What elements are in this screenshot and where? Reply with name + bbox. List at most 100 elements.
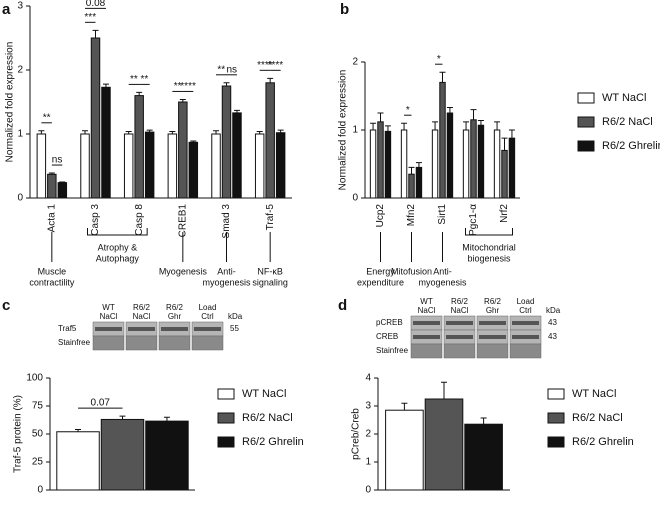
legend-label: WT NaCl (242, 388, 286, 400)
significance-label: **** (268, 60, 284, 71)
significance-label: ** (217, 64, 225, 75)
y-tick-label: 2 (365, 429, 371, 440)
bar (265, 82, 275, 199)
error-bar (377, 112, 384, 122)
blot-lane (410, 343, 443, 359)
blot-lane (158, 335, 191, 351)
blot-band (194, 327, 221, 331)
error-bar (267, 77, 274, 83)
error-bar (463, 121, 470, 130)
error-bar (446, 107, 453, 113)
bar (408, 173, 415, 199)
error-bar (508, 129, 515, 139)
legend-swatch (577, 92, 595, 104)
blot-band (446, 321, 473, 325)
legend-swatch (547, 388, 565, 400)
error-bar (179, 98, 186, 102)
bar (188, 141, 199, 199)
bar (144, 131, 155, 199)
legend-label: R6/2 Ghrelin (242, 436, 304, 448)
error-bar (401, 402, 408, 411)
error-bar (408, 166, 415, 175)
blot-band (128, 327, 155, 331)
bar (167, 133, 178, 199)
blot-kda: 43 (548, 318, 557, 327)
panel-letter: d (338, 297, 347, 314)
blot-column-label: Ghr (486, 306, 500, 315)
error-bar (415, 162, 422, 168)
legend-label: R6/2 NaCl (572, 412, 623, 424)
significance-label: ** (141, 74, 149, 85)
significance-label: * (437, 54, 441, 65)
group-label: Mitochondrial (462, 242, 516, 252)
legend-swatch (217, 436, 235, 448)
y-tick-label: 50 (32, 429, 44, 440)
error-bar (370, 122, 377, 130)
bar (232, 112, 242, 199)
error-bar (256, 130, 263, 134)
bar (47, 173, 57, 199)
blot-lane (191, 335, 224, 351)
blot-column-label: Load (517, 297, 535, 306)
error-bar (146, 129, 153, 133)
blot-unit: kDa (546, 306, 561, 315)
blot-band (512, 321, 539, 325)
blot-column-label: WT (102, 303, 115, 312)
error-bar (432, 121, 439, 130)
group-label: Mitofusion (391, 266, 432, 276)
group-label: Anti- (433, 266, 452, 276)
blot-column-label: NaCl (133, 312, 151, 321)
error-bar (59, 181, 66, 183)
legend-label: WT NaCl (602, 92, 646, 104)
significance-label: ns (226, 64, 237, 75)
y-tick-label: 0 (365, 485, 371, 496)
y-tick-label: 0 (37, 485, 43, 496)
significance-label: ** (43, 112, 51, 123)
blot-band (479, 321, 506, 325)
bar (123, 133, 134, 199)
error-bar (75, 429, 82, 432)
group-label: signaling (252, 277, 288, 287)
x-tick-label: Acta 1 (46, 204, 57, 233)
bar (369, 129, 377, 199)
y-tick-label: 1 (352, 125, 358, 136)
error-bar (480, 417, 487, 425)
y-tick-label: 2 (352, 57, 358, 68)
legend-label: R6/2 NaCl (602, 116, 653, 128)
error-bar (441, 381, 447, 399)
blot-column-label: NaCl (100, 312, 118, 321)
group-label: contractility (29, 277, 75, 287)
blot-column-label: WT (420, 297, 433, 306)
x-tick-label: Pgc1-α (468, 204, 479, 236)
blot-row-label: pCREB (376, 318, 403, 327)
group-label: Muscle (38, 266, 67, 276)
x-tick-label: Traf-5 (265, 204, 276, 231)
error-bar (213, 130, 220, 134)
x-tick-label: Nrf2 (499, 204, 510, 223)
blot-lane (476, 343, 509, 359)
blot-lane (125, 335, 158, 351)
error-bar (501, 137, 508, 151)
legend-swatch (217, 412, 235, 424)
error-bar (163, 416, 170, 422)
legend-swatch (577, 116, 595, 128)
blot-column-label: Load (199, 303, 217, 312)
x-tick-label: CREB1 (177, 204, 188, 238)
bar (384, 130, 392, 199)
blot-row-label: Stainfree (58, 338, 91, 347)
blot-unit: kDa (228, 312, 243, 321)
blot-column-label: R6/2 (451, 297, 468, 306)
error-bar (92, 29, 99, 38)
blot-band (479, 335, 506, 339)
group-label: Myogenesis (159, 266, 208, 276)
group-label: Autophagy (96, 253, 140, 263)
error-bar (223, 82, 230, 86)
error-bar (233, 109, 240, 113)
group-label: biogenesis (467, 253, 511, 263)
y-tick-label: 4 (365, 373, 371, 384)
group-label: Atrophy & (98, 242, 138, 252)
y-tick-label: 25 (32, 457, 44, 468)
blot-lane (443, 343, 476, 359)
legend-swatch (217, 388, 235, 400)
